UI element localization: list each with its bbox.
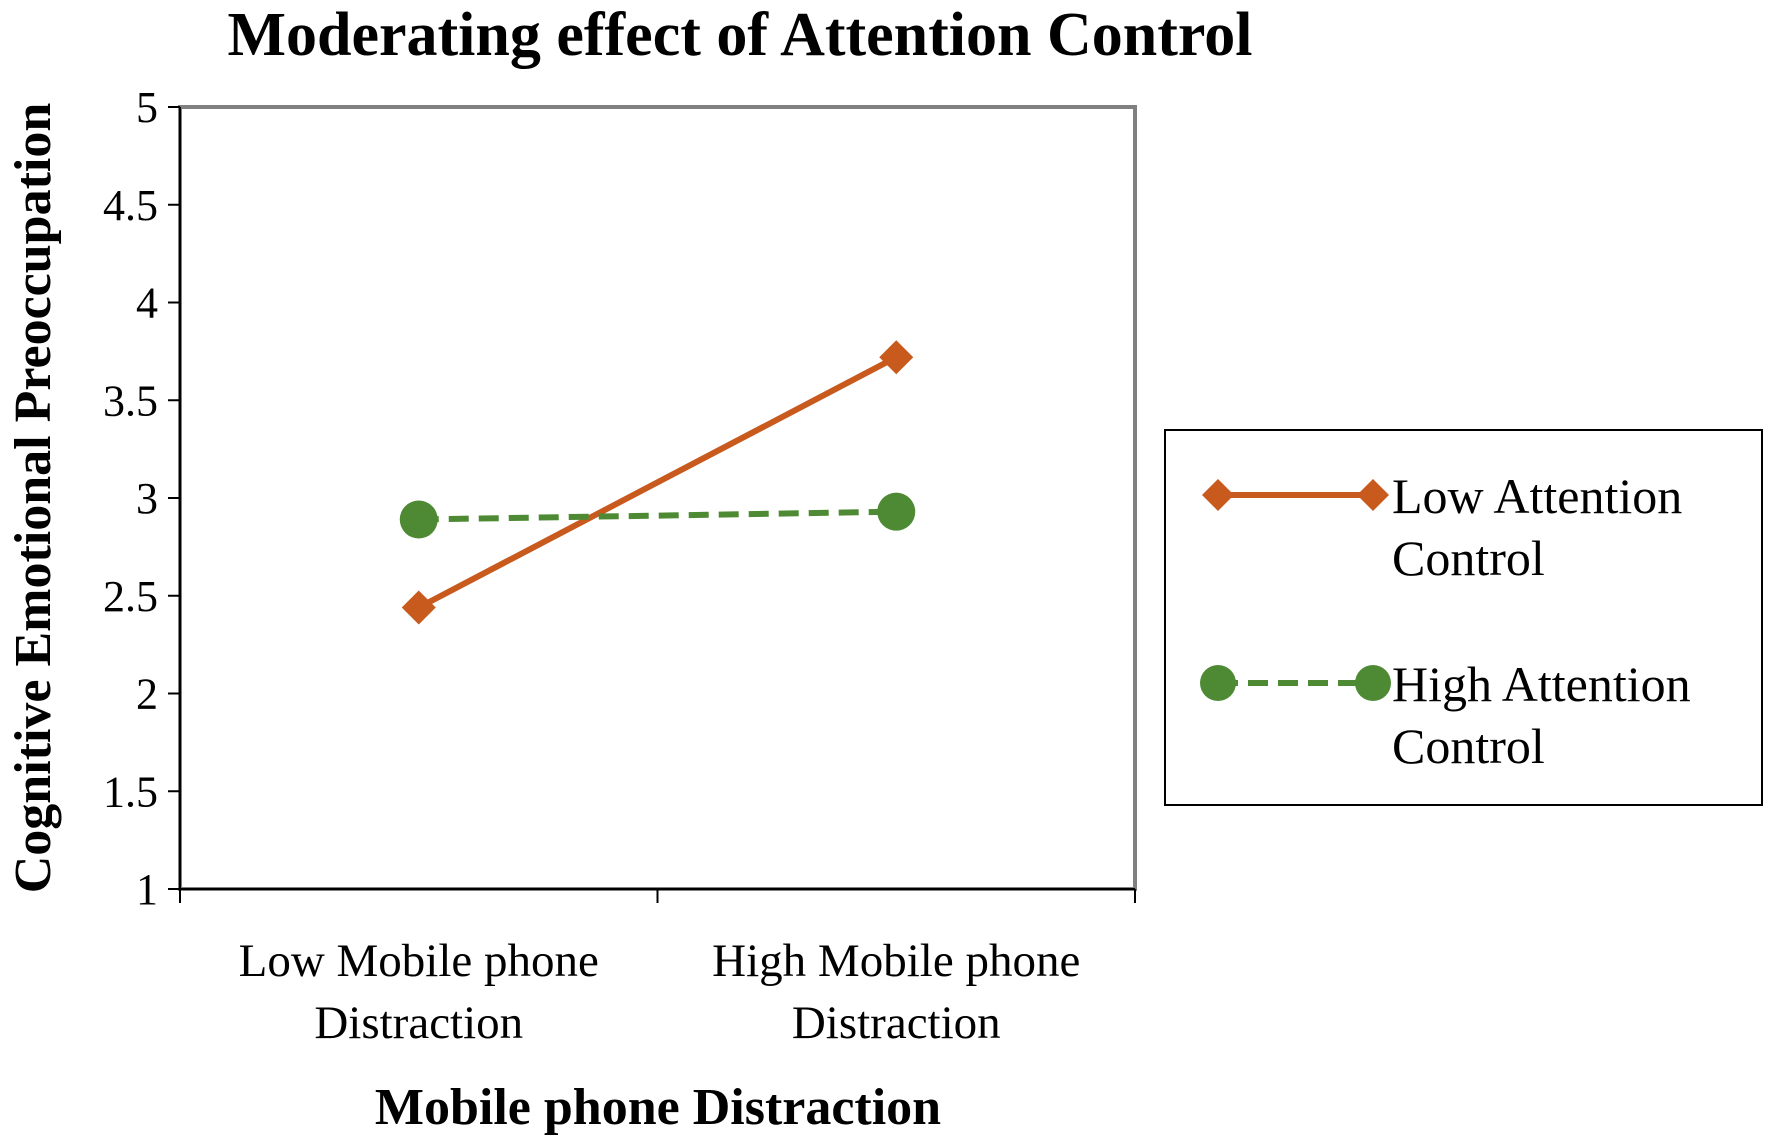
legend-item: High Attention Control bbox=[1200, 656, 1691, 774]
plot-area-frame bbox=[178, 105, 1137, 891]
data-point-circle bbox=[399, 500, 438, 539]
data-point-diamond bbox=[401, 590, 436, 625]
x-category-label-line: Distraction bbox=[792, 997, 1001, 1049]
legend-label-line: Low Attention bbox=[1392, 468, 1682, 524]
x-category-label-line: High Mobile phone bbox=[712, 935, 1080, 987]
y-tick-label: 3.5 bbox=[103, 376, 158, 425]
y-tick-label: 3 bbox=[136, 474, 158, 523]
legend-marker bbox=[1202, 479, 1234, 511]
series-line bbox=[418, 508, 897, 523]
legend-label-line: High Attention bbox=[1392, 656, 1691, 712]
series-layer bbox=[399, 340, 916, 625]
y-tick-label: 2.5 bbox=[103, 572, 158, 621]
legend: Low Attention Control High Attention Contro… bbox=[1164, 429, 1763, 806]
series-line bbox=[417, 354, 898, 611]
y-tick-label: 2 bbox=[136, 670, 158, 719]
legend-item: Low Attention Control bbox=[1202, 468, 1682, 586]
legend-label: High Attention Control bbox=[1392, 656, 1691, 774]
series-1 bbox=[399, 492, 916, 539]
y-tick-label: 1.5 bbox=[103, 767, 158, 816]
x-category-label: Low Mobile phone Distraction bbox=[239, 935, 599, 1049]
legend-label: Low Attention Control bbox=[1392, 468, 1682, 586]
y-tick-label: 1 bbox=[136, 865, 158, 914]
legend-marker bbox=[1200, 665, 1236, 701]
x-category-label: High Mobile phone Distraction bbox=[712, 935, 1080, 1049]
y-axis: 1 1.5 2 2.5 3 3.5 4 4.5 5 bbox=[103, 83, 181, 914]
legend-marker bbox=[1355, 665, 1391, 701]
x-category-label-line: Distraction bbox=[314, 997, 523, 1049]
series-0 bbox=[401, 340, 914, 625]
y-axis-title: Cognitive Emotional Preoccupation bbox=[5, 103, 62, 894]
y-tick-label: 4.5 bbox=[103, 181, 158, 230]
legend-marker bbox=[1357, 479, 1389, 511]
legend-label-line: Control bbox=[1392, 530, 1545, 586]
x-axis-title: Mobile phone Distraction bbox=[375, 1079, 941, 1136]
x-category-label-line: Low Mobile phone bbox=[239, 935, 599, 987]
y-tick-label: 4 bbox=[136, 279, 158, 328]
legend-label-line: Control bbox=[1392, 718, 1545, 774]
y-tick-label: 5 bbox=[136, 83, 158, 132]
chart-title: Moderating effect of Attention Control bbox=[227, 1, 1252, 69]
data-point-circle bbox=[877, 492, 916, 531]
data-point-diamond bbox=[879, 340, 914, 375]
